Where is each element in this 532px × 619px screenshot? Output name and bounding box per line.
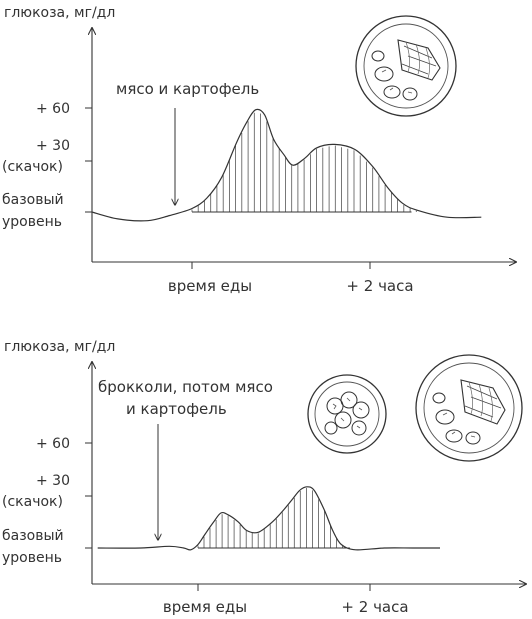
y-tick-label-baseline-1: базовый <box>2 528 64 544</box>
y-tick-label-spike: (скачок) <box>2 159 63 175</box>
y-tick-label-spike: (скачок) <box>2 494 63 510</box>
chart-broccoli-first: глюкоза, мг/дл + 60 + 30 (скачок) базовы… <box>2 339 526 616</box>
plate-broccoli-icon <box>307 374 387 454</box>
x-tick-label-plus2h: + 2 часа <box>341 598 408 616</box>
y-tick-label-plus30: + 30 <box>36 138 70 154</box>
x-tick-label-meal: время еды <box>163 598 247 616</box>
y-tick-label-plus60: + 60 <box>36 436 70 452</box>
annotation-meal-line-1: брокколи, потом мясо <box>98 378 273 396</box>
glucose-curve-bottom <box>97 486 440 551</box>
glucose-curve-top <box>91 108 482 222</box>
y-axis-title: глюкоза, мг/дл <box>4 5 115 21</box>
annotation-meal: мясо и картофель <box>116 80 259 98</box>
y-tick-label-plus60: + 60 <box>36 101 70 117</box>
annotation-meal-line-2: и картофель <box>126 400 227 418</box>
chart-meat-potatoes: глюкоза, мг/дл + 60 + 30 (скачок) базовы… <box>2 5 516 295</box>
y-axis-title: глюкоза, мг/дл <box>4 339 115 355</box>
y-tick-label-baseline-1: базовый <box>2 192 64 208</box>
x-tick-label-plus2h: + 2 часа <box>346 277 413 295</box>
x-tick-label-meal: время еды <box>168 277 252 295</box>
hatched-area-bottom <box>197 488 350 549</box>
y-tick-label-baseline-2: уровень <box>2 550 62 566</box>
plate-meat-potatoes-icon <box>355 15 457 117</box>
y-tick-label-plus30: + 30 <box>36 473 70 489</box>
hatched-area-top <box>191 112 417 213</box>
plate-meat-potatoes-icon <box>415 354 523 462</box>
y-tick-label-baseline-2: уровень <box>2 214 62 230</box>
